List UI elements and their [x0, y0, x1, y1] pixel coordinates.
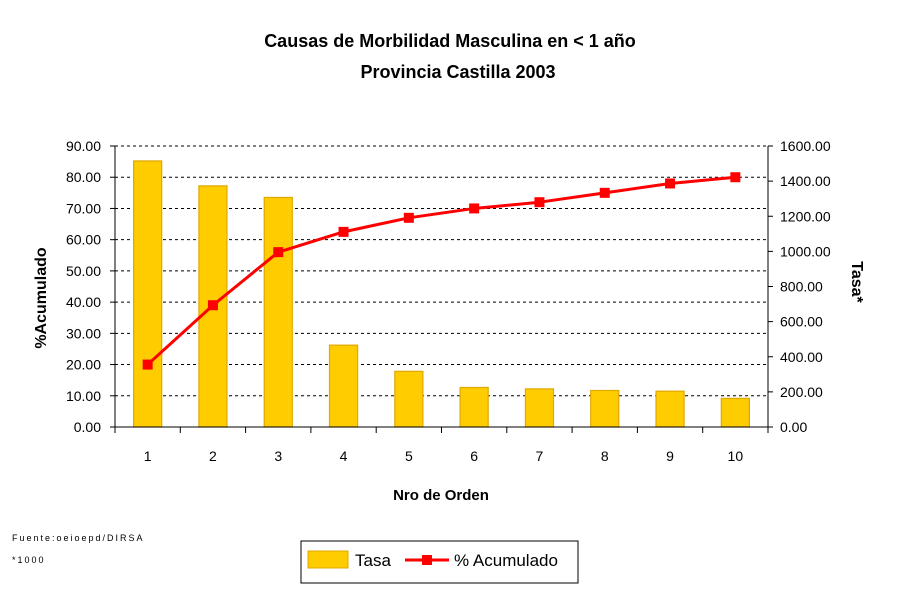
rate-note: *1000 — [12, 555, 46, 565]
right-axis-ticks: 0.00 200.00 400.00 600.00 800.00 1000.00 1200.… — [780, 138, 831, 435]
right-tick-label: 1600.00 — [780, 138, 831, 154]
legend-acumulado-label: % Acumulado — [454, 551, 558, 570]
x-tick-label: 5 — [405, 448, 413, 464]
legend: Tasa % Acumulado — [300, 540, 579, 584]
chart-title: Causas de Morbilidad Masculina en < 1 añ… — [264, 31, 636, 51]
legend-tasa-swatch — [307, 550, 349, 569]
left-tick-label: 10.00 — [66, 388, 101, 404]
axes — [110, 145, 773, 433]
acumulado-point — [338, 226, 349, 237]
left-tick-label: 70.00 — [66, 200, 101, 216]
tasa-bar — [459, 386, 489, 428]
left-tick-label: 40.00 — [66, 294, 101, 310]
acumulado-point — [534, 197, 545, 208]
acumulado-point — [599, 187, 610, 198]
x-tick-label: 6 — [470, 448, 478, 464]
tasa-bar — [328, 344, 359, 428]
left-axis-ticks: 0.00 10.00 20.00 30.00 40.00 50.00 60.00 70.00 8… — [66, 138, 101, 435]
tasa-bar — [590, 389, 620, 428]
legend-acumulado-marker — [422, 555, 432, 565]
acumulado-point — [665, 178, 676, 189]
right-tick-label: 200.00 — [780, 384, 823, 400]
tasa-bar — [394, 370, 424, 428]
acumulado-line — [146, 175, 736, 366]
tasa-bar — [263, 196, 293, 428]
acumulado-polyline — [146, 175, 736, 366]
acumulado-point — [142, 359, 153, 370]
acumulado-markers — [142, 172, 741, 370]
right-tick-label: 1200.00 — [780, 208, 831, 224]
x-axis-title: Nro de Orden — [393, 487, 489, 504]
right-tick-label: 600.00 — [780, 314, 823, 330]
x-tick-label: 4 — [340, 448, 348, 464]
right-tick-label: 0.00 — [780, 419, 807, 435]
x-axis-ticks: 1 2 3 4 5 6 7 8 9 10 — [144, 448, 744, 464]
right-tick-label: 1000.00 — [780, 243, 831, 259]
left-tick-label: 30.00 — [66, 325, 101, 341]
x-tick-label: 2 — [209, 448, 217, 464]
x-tick-label: 7 — [536, 448, 544, 464]
acumulado-point — [403, 212, 414, 223]
left-tick-label: 60.00 — [66, 232, 101, 248]
left-tick-label: 80.00 — [66, 169, 101, 185]
x-tick-label: 1 — [144, 448, 152, 464]
right-tick-label: 800.00 — [780, 279, 823, 295]
x-tick-label: 3 — [274, 448, 282, 464]
chart-subtitle: Provincia Castilla 2003 — [360, 62, 555, 82]
left-tick-label: 20.00 — [66, 357, 101, 373]
acumulado-point — [273, 247, 284, 258]
right-tick-label: 1400.00 — [780, 173, 831, 189]
acumulado-point — [469, 203, 480, 214]
tasa-bar — [720, 397, 750, 428]
left-tick-label: 0.00 — [74, 419, 101, 435]
x-tick-label: 10 — [728, 448, 744, 464]
tasa-bar — [655, 390, 685, 428]
left-tick-label: 50.00 — [66, 263, 101, 279]
tasa-bar — [524, 388, 555, 428]
left-tick-label: 90.00 — [66, 138, 101, 154]
source-note: Fuente:oeioepd/DIRSA — [12, 533, 145, 543]
right-axis-title: Tasa* — [848, 261, 865, 303]
acumulado-point — [207, 300, 218, 311]
tasa-bars — [133, 160, 750, 428]
x-tick-label: 9 — [666, 448, 674, 464]
left-axis-title: %Acumulado — [33, 247, 50, 349]
acumulado-point — [730, 172, 741, 183]
x-tick-label: 8 — [601, 448, 609, 464]
tasa-bar — [133, 160, 163, 428]
legend-tasa-label: Tasa — [355, 551, 391, 570]
right-tick-label: 400.00 — [780, 349, 823, 365]
